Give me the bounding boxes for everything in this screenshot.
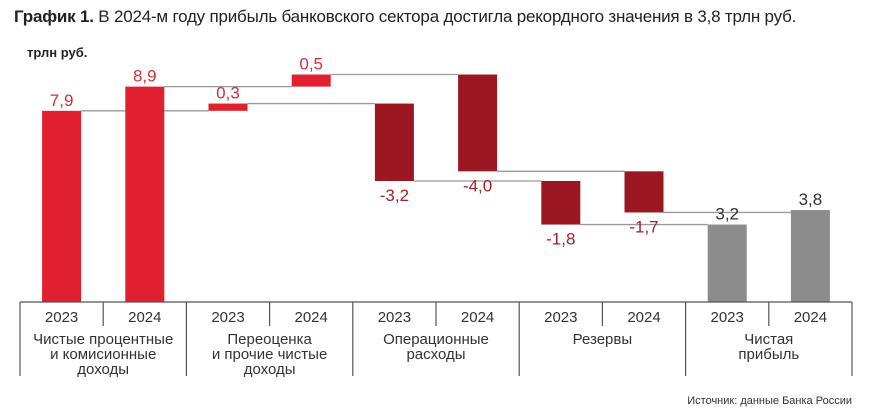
data-label: -3,2 [380, 186, 409, 205]
data-label: -1,8 [546, 230, 575, 249]
x-tick-label: 2023 [378, 309, 411, 326]
group-label: и прочие чистые [212, 346, 327, 363]
group-label: расходы [406, 346, 465, 363]
bar-2024-group-2 [291, 74, 331, 87]
bar-2024-group-1 [125, 86, 165, 303]
x-tick-label: 2024 [128, 309, 161, 326]
data-label: 0,3 [216, 84, 240, 103]
x-tick-label: 2024 [794, 309, 827, 326]
data-label: -4,0 [463, 176, 492, 195]
bar-2024-group-4 [624, 171, 664, 213]
x-tick-label: 2023 [211, 309, 244, 326]
group-label: Операционные [383, 331, 489, 348]
bar-2023-group-3 [374, 103, 414, 181]
bar-2023-group-5 [707, 224, 747, 302]
data-label: 3,8 [799, 190, 823, 209]
group-label: Чистые процентные [33, 331, 173, 348]
x-tick-label: 2023 [45, 309, 78, 326]
data-label: 0,5 [299, 55, 323, 74]
x-tick-label: 2023 [711, 309, 744, 326]
chart-title-prefix: График 1. [14, 7, 94, 26]
data-label: 3,2 [715, 205, 739, 224]
chart-title-text: В 2024-м году прибыль банковского сектор… [93, 7, 797, 26]
x-tick-label: 2023 [544, 309, 577, 326]
bar-2023-group-2 [208, 103, 248, 111]
bar-2023-group-4 [541, 181, 581, 225]
x-tick-label: 2024 [627, 309, 660, 326]
group-label: доходы [77, 361, 129, 378]
x-tick-label: 2024 [295, 309, 328, 326]
source-note: Источник: данные Банка России [687, 395, 852, 407]
group-label: доходы [244, 361, 296, 378]
unit-label: трлн руб. [27, 45, 88, 60]
chart-title: График 1. В 2024-м году прибыль банковск… [14, 7, 796, 27]
group-label: Переоценка [227, 331, 312, 348]
group-label: и комисионные [50, 346, 156, 363]
x-tick-label: 2024 [461, 309, 494, 326]
bar-2024-group-3 [458, 74, 498, 172]
group-label: Резервы [573, 331, 633, 348]
group-label: Чистая [744, 331, 793, 348]
bar-2024-group-5 [790, 210, 830, 302]
group-label: прибыль [738, 346, 799, 363]
data-label: 8,9 [133, 67, 157, 86]
bar-2023-group-1 [42, 110, 82, 302]
data-label: 7,9 [50, 91, 74, 110]
data-label: -1,7 [629, 217, 658, 236]
